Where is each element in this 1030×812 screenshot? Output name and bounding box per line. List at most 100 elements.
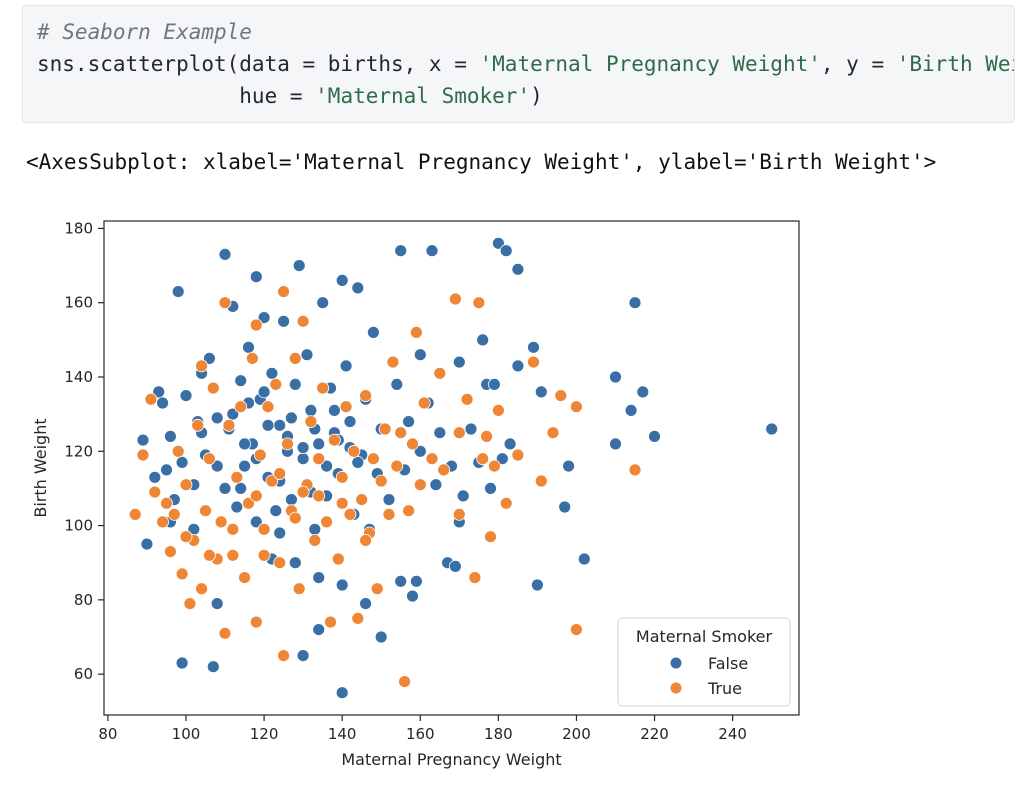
point-false-36 [273, 418, 287, 432]
code-line-call: sns.scatterplot(data = births, x = 'Mate… [37, 52, 1014, 76]
point-false-6 [163, 429, 177, 443]
point-false-27 [242, 340, 255, 354]
point-true-57 [351, 611, 365, 625]
point-true-67 [390, 459, 404, 473]
point-true-103 [335, 496, 349, 510]
y-tick-label-160: 160 [64, 294, 93, 312]
point-false-73 [413, 348, 427, 362]
point-false-132 [335, 578, 349, 592]
point-true-68 [394, 426, 408, 440]
point-false-70 [402, 415, 416, 429]
point-false-115 [284, 411, 298, 425]
code-line-hue: hue = 'Maternal Smoker') [37, 84, 543, 108]
point-false-134 [374, 630, 388, 644]
point-true-99 [226, 522, 240, 536]
point-true-47 [312, 452, 326, 466]
point-true-66 [386, 355, 400, 369]
point-true-34 [265, 474, 279, 488]
point-false-20 [218, 248, 232, 261]
point-true-61 [366, 452, 380, 466]
point-true-33 [261, 400, 275, 414]
point-true-87 [487, 459, 501, 473]
point-false-10 [175, 455, 189, 469]
point-false-135 [312, 623, 326, 637]
legend-marker-true [669, 681, 683, 695]
point-true-1 [136, 448, 150, 462]
point-false-116 [296, 441, 310, 455]
point-false-90 [487, 377, 501, 391]
point-true-48 [316, 381, 330, 395]
point-false-5 [160, 463, 173, 477]
point-false-26 [238, 459, 252, 473]
point-false-43 [296, 452, 310, 466]
point-true-9 [179, 478, 193, 492]
point-true-15 [199, 504, 212, 518]
point-false-96 [511, 359, 525, 373]
point-true-80 [452, 507, 466, 521]
point-true-23 [226, 548, 240, 562]
point-true-70 [402, 504, 416, 518]
point-false-40 [288, 377, 302, 391]
point-false-56 [343, 415, 357, 429]
point-false-65 [382, 493, 396, 507]
code-hue-prefix: hue = [37, 84, 316, 108]
x-tick-label-100: 100 [172, 725, 201, 743]
point-true-45 [304, 415, 318, 429]
code-y-arg: 'Birth Weight' [896, 52, 1014, 76]
point-false-0 [136, 433, 150, 447]
code-cell[interactable]: # Seaborn Example sns.scatterplot(data =… [22, 5, 1015, 123]
point-false-129 [273, 526, 287, 540]
point-true-93 [546, 426, 560, 440]
point-true-39 [281, 437, 294, 451]
point-true-51 [327, 433, 341, 447]
x-tick-label-200: 200 [562, 725, 591, 743]
point-true-52 [331, 552, 345, 566]
y-tick-label-100: 100 [64, 517, 93, 535]
point-true-65 [382, 507, 396, 521]
point-true-29 [249, 318, 263, 332]
point-false-9 [175, 656, 189, 670]
y-tick-label-180: 180 [64, 219, 93, 237]
point-true-24 [230, 470, 244, 484]
point-false-44 [300, 348, 314, 362]
point-false-17 [206, 660, 220, 674]
point-false-3 [152, 385, 166, 399]
point-false-101 [562, 459, 575, 473]
x-tick-label-180: 180 [484, 725, 513, 743]
point-true-3 [148, 485, 162, 499]
point-true-59 [359, 389, 373, 403]
code-hue-suffix: ) [530, 84, 543, 108]
point-false-78 [433, 426, 447, 440]
point-true-35 [269, 377, 283, 391]
point-true-81 [460, 392, 474, 406]
point-true-25 [234, 400, 248, 414]
point-false-41 [292, 259, 306, 272]
point-false-2 [148, 470, 162, 484]
point-true-42 [292, 582, 306, 596]
point-false-103 [609, 370, 622, 384]
point-false-4 [156, 396, 170, 410]
point-true-10 [183, 597, 197, 611]
point-true-97 [628, 463, 642, 477]
point-true-64 [378, 422, 392, 436]
point-true-74 [417, 396, 431, 410]
point-true-38 [277, 649, 291, 663]
point-true-91 [527, 355, 540, 369]
y-tick-label-120: 120 [64, 442, 93, 460]
y-tick-label-140: 140 [64, 368, 93, 386]
point-false-19 [210, 411, 224, 425]
point-false-76 [425, 244, 439, 258]
point-true-79 [452, 426, 466, 440]
point-true-22 [222, 418, 236, 432]
point-true-100 [257, 548, 271, 562]
point-false-32 [257, 311, 271, 324]
point-false-34 [265, 366, 279, 380]
point-true-62 [370, 582, 384, 596]
point-false-68 [394, 574, 408, 588]
code-hue-arg: 'Maternal Smoker' [315, 84, 531, 108]
point-false-131 [312, 571, 326, 585]
point-true-83 [472, 296, 486, 310]
point-false-94 [503, 437, 517, 451]
point-false-99 [534, 385, 548, 399]
point-false-84 [456, 489, 470, 503]
